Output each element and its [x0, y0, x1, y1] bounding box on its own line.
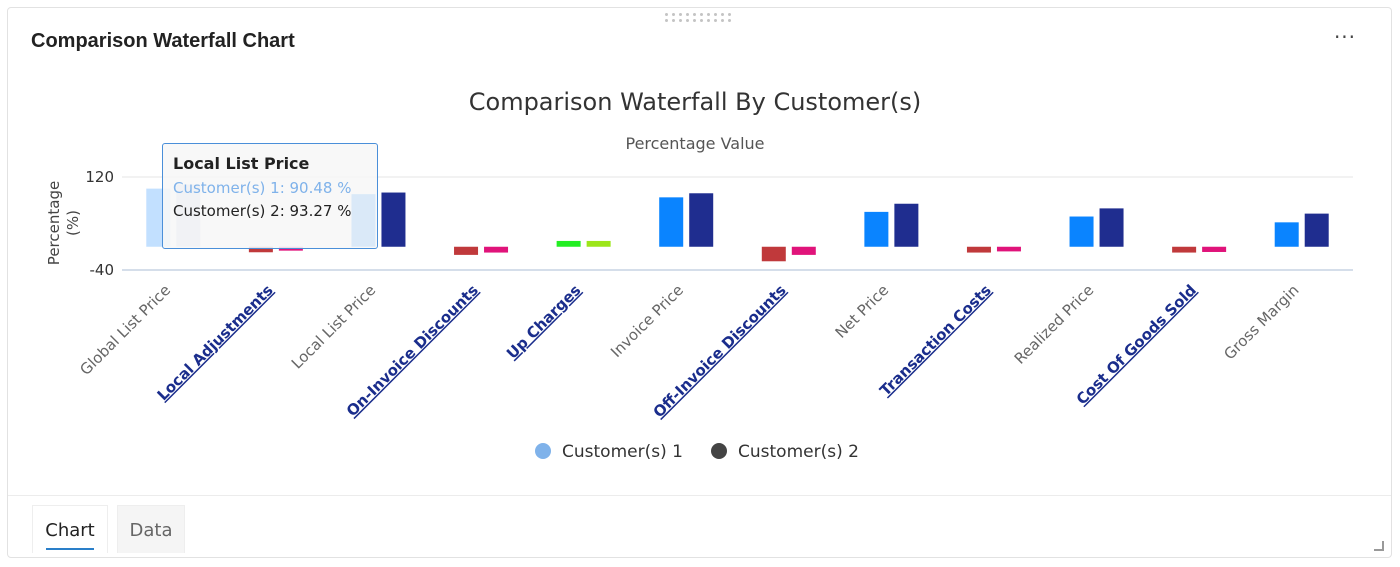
legend-label-1[interactable]: Customer(s) 1: [562, 442, 683, 462]
drag-dot: [665, 13, 668, 16]
drag-dot: [679, 13, 682, 16]
bar-series-2[interactable]: [1099, 208, 1124, 247]
drag-dot: [679, 19, 682, 22]
x-tick-label[interactable]: Up Charges: [503, 281, 584, 362]
bar-series-1[interactable]: [556, 240, 581, 247]
chart-tooltip: Local List Price Customer(s) 1: 90.48 % …: [162, 143, 378, 249]
legend-marker-1[interactable]: [535, 443, 551, 459]
bar-series-2[interactable]: [894, 203, 919, 247]
bar-series-1[interactable]: [1069, 216, 1094, 247]
bar-series-1[interactable]: [1172, 246, 1197, 253]
view-tabs: Chart Data: [8, 495, 1391, 558]
tooltip-row-series-2: Customer(s) 2: 93.27 %: [173, 202, 352, 220]
y-axis-ticks: 120 -40: [85, 168, 1353, 279]
drag-dot: [721, 13, 724, 16]
x-tick-label[interactable]: Cost Of Goods Sold: [1073, 281, 1200, 408]
x-tick-label[interactable]: Local Adjustments: [154, 281, 277, 404]
active-tab-indicator: [46, 548, 94, 550]
drag-dot: [693, 19, 696, 22]
drag-dot: [693, 13, 696, 16]
drag-dot: [707, 13, 710, 16]
y-axis-label: Percentage (%): [45, 181, 82, 265]
bar-series-1[interactable]: [659, 197, 684, 247]
bar-series-2[interactable]: [996, 246, 1021, 252]
bar-series-2[interactable]: [689, 193, 714, 247]
x-tick-label[interactable]: Transaction Costs: [876, 281, 995, 400]
bar-series-2[interactable]: [1202, 246, 1227, 252]
x-tick-label: Local List Price: [288, 281, 379, 372]
bar-series-2[interactable]: [1304, 213, 1329, 247]
chart-subtitle: Percentage Value: [625, 134, 764, 153]
bar-series-2[interactable]: [586, 240, 611, 247]
drag-dot: [707, 19, 710, 22]
drag-dot: [728, 19, 731, 22]
bar-series-2[interactable]: [381, 192, 406, 247]
drag-dot: [672, 13, 675, 16]
x-tick-label: Global List Price: [76, 281, 174, 379]
bar-series-2[interactable]: [484, 246, 509, 253]
drag-dot: [728, 13, 731, 16]
bar-series-1[interactable]: [864, 211, 889, 247]
y-axis-title: Percentage: [45, 181, 63, 265]
legend-marker-2[interactable]: [711, 443, 727, 459]
bar-series-2[interactable]: [791, 246, 816, 255]
widget-card: Comparison Waterfall Chart ··· Chart Dat…: [7, 7, 1392, 558]
drag-dot: [700, 13, 703, 16]
drag-dot: [686, 13, 689, 16]
bar-series-1[interactable]: [248, 246, 273, 253]
y-tick-label: -40: [90, 261, 115, 279]
tooltip-row-series-1: Customer(s) 1: 90.48 %: [173, 179, 352, 197]
bar-series-1[interactable]: [761, 246, 786, 262]
y-axis-unit: (%): [64, 210, 82, 236]
resize-handle-icon[interactable]: [1374, 541, 1384, 551]
chart-title: Comparison Waterfall By Customer(s): [469, 88, 922, 116]
bar-series-1[interactable]: [966, 246, 991, 253]
bar-series-1[interactable]: [1274, 222, 1299, 247]
drag-dot: [714, 13, 717, 16]
tab-chart[interactable]: Chart: [32, 505, 108, 553]
x-tick-label: Gross Margin: [1220, 281, 1302, 363]
widget-title: Comparison Waterfall Chart: [31, 30, 295, 52]
bar-series-1[interactable]: [454, 246, 479, 255]
tab-chart-label: Chart: [45, 520, 95, 541]
legend-label-2[interactable]: Customer(s) 2: [738, 442, 859, 462]
x-tick-label: Realized Price: [1011, 281, 1098, 368]
drag-dot: [700, 19, 703, 22]
drag-dot: [721, 19, 724, 22]
waterfall-chart: Comparison Waterfall By Customer(s) Perc…: [45, 88, 1353, 462]
drag-dot: [665, 19, 668, 22]
tab-data-label: Data: [129, 520, 173, 541]
x-tick-label: Invoice Price: [607, 281, 687, 361]
x-tick-label: Net Price: [832, 281, 893, 342]
drag-dot: [686, 19, 689, 22]
tooltip-title: Local List Price: [173, 154, 310, 173]
legend: Customer(s) 1 Customer(s) 2: [535, 442, 859, 462]
drag-handle[interactable]: [665, 11, 737, 25]
y-tick-label: 120: [85, 168, 114, 186]
drag-dot: [714, 19, 717, 22]
drag-dot: [672, 19, 675, 22]
tab-data[interactable]: Data: [117, 505, 185, 553]
more-options-icon[interactable]: ···: [1333, 25, 1357, 49]
